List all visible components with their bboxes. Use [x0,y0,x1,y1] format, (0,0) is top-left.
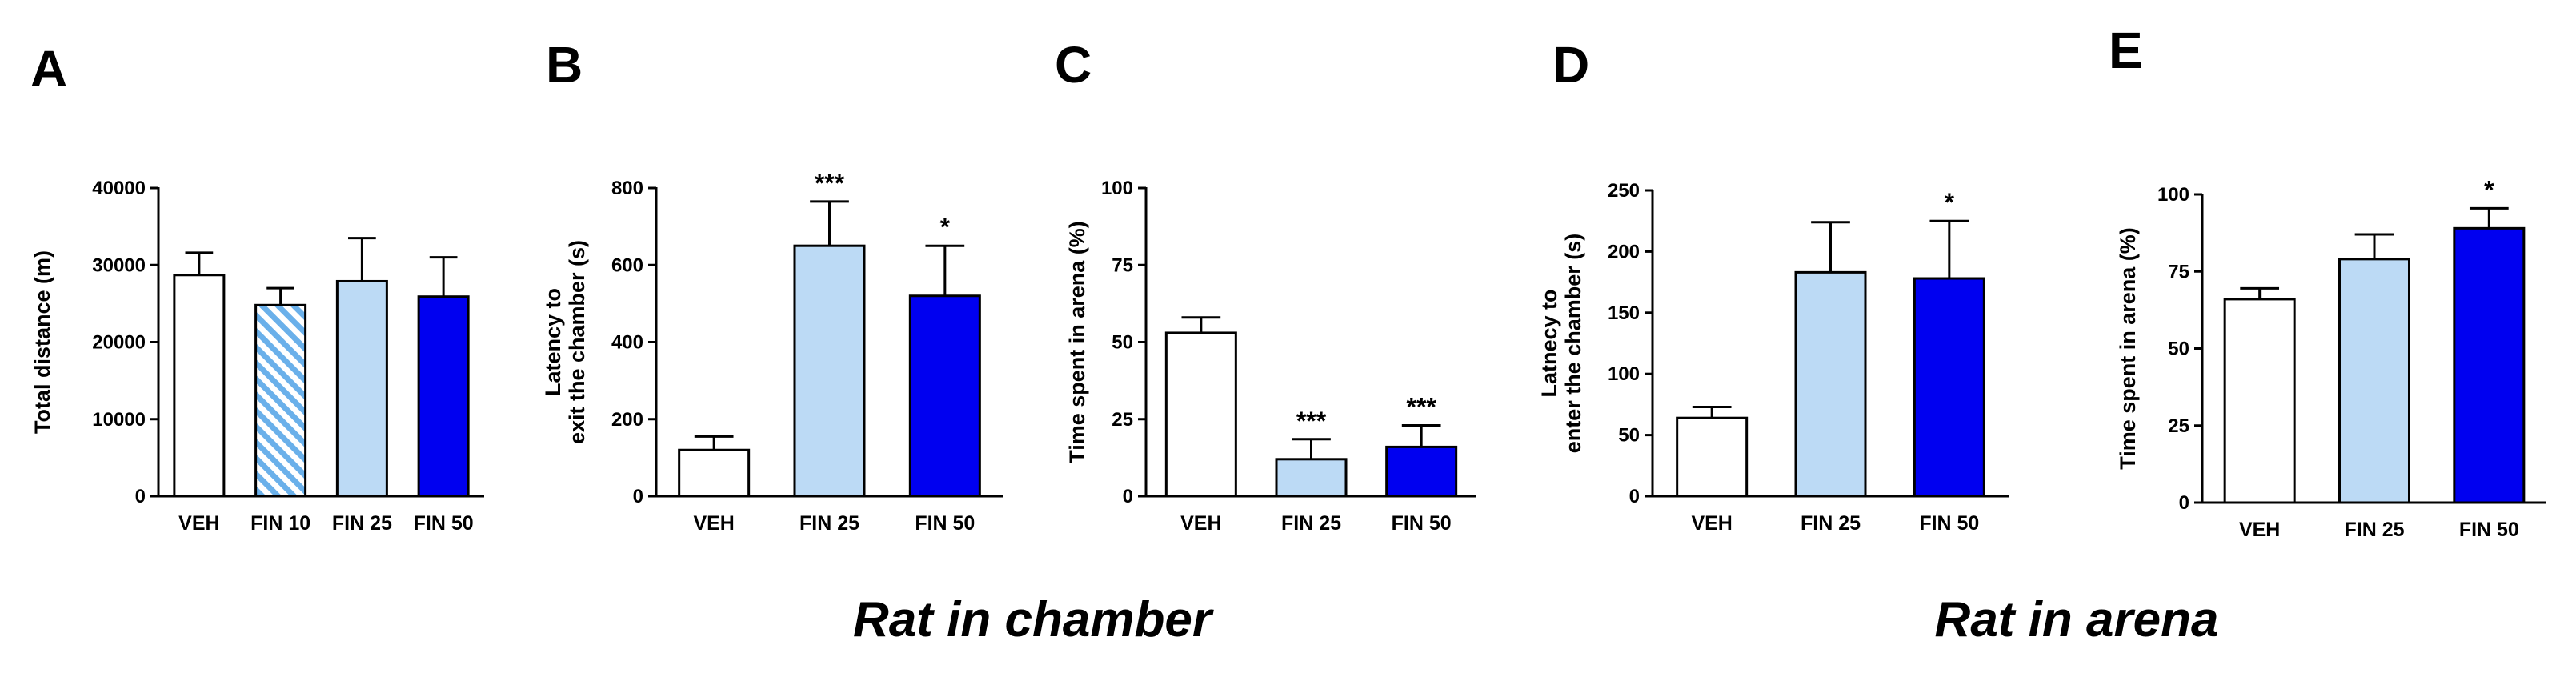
panel-c-y-tick-label: 50 [1112,332,1133,354]
panel-e-bar [2338,258,2410,504]
panel-e-bar [2453,226,2526,504]
panel-c-y-tick-label: 100 [1101,178,1133,199]
panel-d-y-tick-label: 100 [1608,363,1640,385]
panel-b-significance-label: * [940,213,951,242]
panel-b-y-tick-label: 200 [611,409,643,431]
panel-a-y-tick-label: 20000 [92,332,146,354]
panel-e-category-label: FIN 50 [2459,519,2519,541]
panel-c-y-tick-label: 0 [1123,486,1133,507]
panel-d-category-label: FIN 25 [1801,512,1861,535]
panel-c-significance-label: *** [1406,392,1436,421]
panel-d-y-tick-label: 0 [1629,486,1640,507]
panel-e-y-tick-label: 100 [2157,184,2189,206]
panel-d-y-axis-title: Latnecy to [1537,289,1561,397]
panel-b-y-tick-label: 400 [611,332,643,354]
panel-c-significance-label: *** [1296,407,1327,435]
panel-a-y-tick-label: 0 [135,486,146,507]
panel-b-category-label: FIN 25 [799,512,859,535]
chamber-caption: Rat in chamber [853,592,1214,647]
panel-a-letter: A [30,40,67,98]
panel-c-category-label: VEH [1180,512,1221,535]
panel-e: E 0 25 50 75 100 Time spent in arena (%) VEH FIN… [2109,22,2546,541]
panel-b-category-label: VEH [693,512,734,535]
panel-d-letter: D [1552,36,1589,94]
panel-e-category-label: VEH [2239,519,2280,541]
panel-d-bar [1913,277,1985,498]
panel-b-significance-label: *** [815,169,845,198]
panel-c-bar [1164,331,1237,498]
panel-c-y-tick-label: 25 [1112,409,1133,431]
panel-a-y-tick-label: 30000 [92,254,146,276]
panel-c-bar [1275,458,1348,498]
panel-b-letter: B [546,36,583,94]
panel-a-bar [335,279,388,498]
panel-e-y-tick-label: 25 [2168,415,2189,437]
panel-c-letter: C [1055,36,1092,94]
panel-c-y-axis-title: Time spent in arena (%) [1065,221,1089,463]
panel-e-bar [2223,298,2296,504]
panel-d-y-tick-label: 200 [1608,241,1640,262]
panel-d-category-label: VEH [1691,512,1732,535]
panel-b-bar [678,448,751,498]
panel-a-category-label: VEH [178,512,219,535]
panel-a-category-label: FIN 25 [332,512,392,535]
panel-c-bar [1385,445,1458,498]
panel-b-y-tick-label: 0 [633,486,643,507]
panel-d-y-tick-label: 50 [1618,425,1640,447]
panel-a-bar [173,274,226,498]
panel-b-y-axis-title: exit the chamber (s) [565,240,589,444]
panel-c: C 0 25 50 75 100 Time spent in arena (%) VEH FIN… [1055,36,1476,535]
arena-caption-text: Rat in arena [1935,592,2219,647]
panel-c-y-tick-label: 75 [1112,254,1133,276]
panel-e-letter: E [2109,22,2143,79]
panel-d-significance-label: * [1945,188,1955,217]
panel-b: B 0 200 400 600 800 Latency to exit the chamber… [541,36,1003,535]
panel-a-bar [254,303,307,498]
panel-b-bar [793,244,866,498]
panel-a: A 0 10000 20000 30000 40000 Total distance (m)… [30,40,484,535]
panel-d-y-axis-title: enter the chamber (s) [1561,234,1585,454]
panel-d: D 0 50 100 150 200 250 Latnecy to enter the cham… [1537,36,2009,535]
panel-d-bar [1794,270,1867,498]
panel-d-y-tick-label: 250 [1608,180,1640,202]
panel-c-category-label: FIN 25 [1281,512,1341,535]
panel-e-category-label: FIN 25 [2344,519,2404,541]
panel-d-category-label: FIN 50 [1919,512,1979,535]
panel-b-category-label: FIN 50 [915,512,975,535]
arena-caption: Rat in arena [1935,592,2219,647]
chamber-caption-text: Rat in chamber [853,592,1214,647]
panel-a-category-label: FIN 10 [250,512,310,535]
panel-a-y-axis-title: Total distance (m) [30,250,54,434]
panel-c-category-label: FIN 50 [1392,512,1452,535]
panel-e-significance-label: * [2484,175,2494,204]
panel-e-y-axis-title: Time spent in arena (%) [2116,227,2140,470]
panel-b-y-tick-label: 800 [611,178,643,199]
panel-a-bar [417,295,470,498]
panel-e-y-tick-label: 75 [2168,261,2189,282]
panel-d-y-tick-label: 150 [1608,302,1640,324]
panel-e-y-tick-label: 0 [2179,492,2189,514]
panel-b-y-tick-label: 600 [611,254,643,276]
panel-a-y-tick-label: 40000 [92,178,146,199]
panel-b-y-axis-title: Latency to [541,288,565,396]
panel-d-bar [1676,416,1749,498]
panel-e-y-tick-label: 50 [2168,338,2189,360]
panel-a-category-label: FIN 50 [414,512,474,535]
panel-b-bar [908,294,981,498]
panel-a-y-tick-label: 10000 [92,409,146,431]
